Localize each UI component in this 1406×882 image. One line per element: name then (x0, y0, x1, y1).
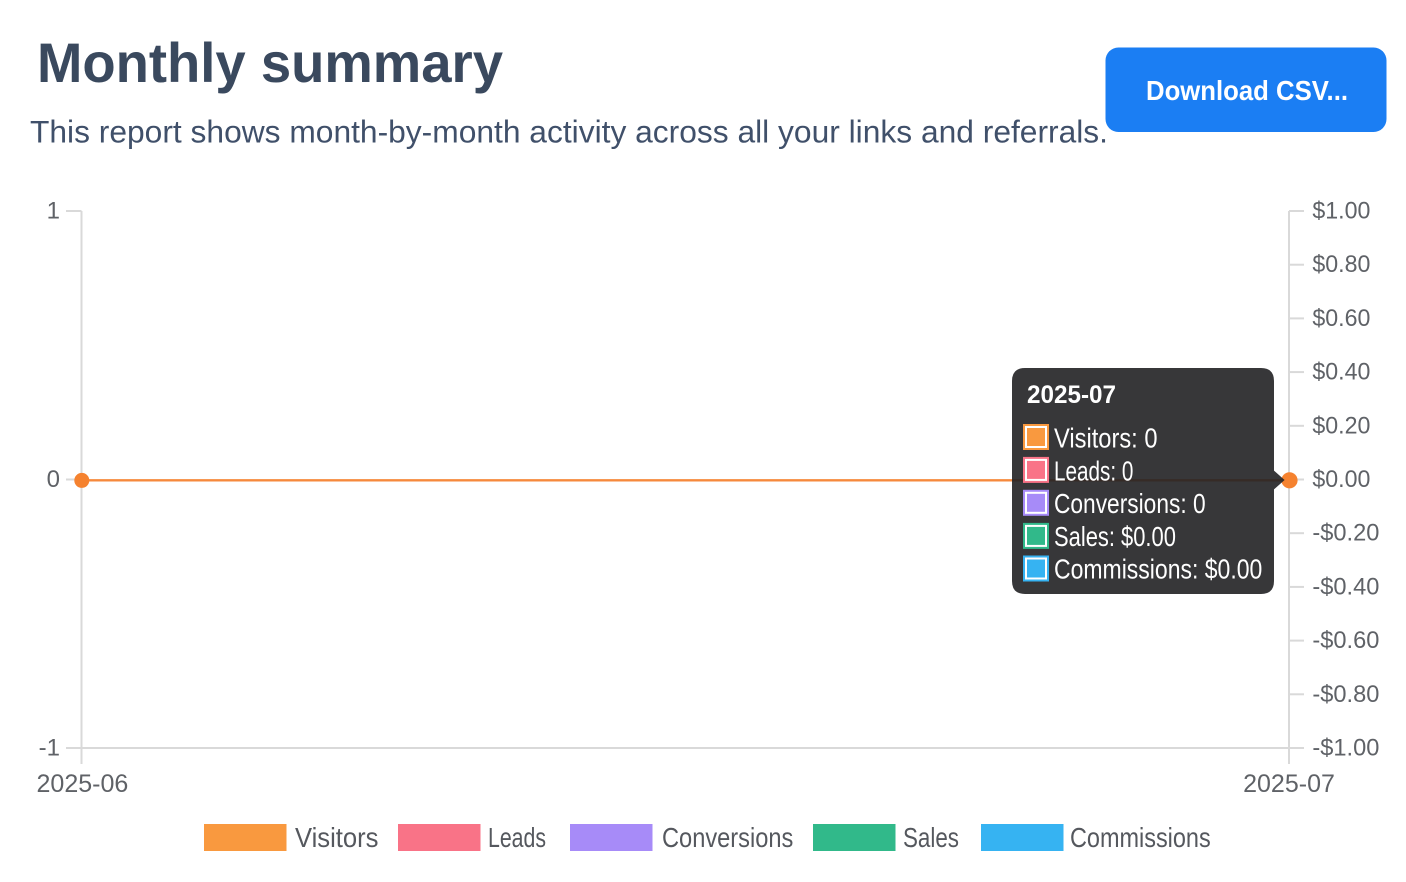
svg-text:$0.20: $0.20 (1312, 412, 1370, 439)
svg-text:2025-07: 2025-07 (1243, 770, 1335, 798)
svg-text:-$0.20: -$0.20 (1312, 520, 1379, 547)
svg-text:0: 0 (47, 466, 60, 493)
svg-text:-$0.80: -$0.80 (1312, 681, 1379, 708)
svg-text:-$0.60: -$0.60 (1312, 627, 1379, 654)
svg-text:2025-07: 2025-07 (1027, 381, 1116, 409)
svg-text:Commissions: Commissions (1070, 822, 1211, 853)
svg-text:Sales: $0.00: Sales: $0.00 (1054, 521, 1176, 552)
svg-text:2025-06: 2025-06 (37, 770, 129, 798)
svg-text:Sales: Sales (903, 822, 959, 853)
svg-text:1: 1 (47, 198, 60, 225)
svg-text:-1: -1 (39, 735, 60, 762)
svg-text:$0.40: $0.40 (1312, 359, 1370, 386)
svg-text:Commissions: $0.00: Commissions: $0.00 (1054, 554, 1262, 585)
svg-text:$0.60: $0.60 (1312, 305, 1370, 332)
svg-text:Leads: Leads (488, 822, 546, 853)
svg-text:-$0.40: -$0.40 (1312, 573, 1379, 600)
svg-text:Monthly summary: Monthly summary (37, 31, 503, 94)
svg-text:Leads: 0: Leads: 0 (1054, 455, 1133, 486)
svg-text:Visitors: Visitors (295, 822, 379, 853)
svg-text:$0.80: $0.80 (1312, 251, 1370, 278)
svg-text:-$1.00: -$1.00 (1312, 735, 1379, 762)
svg-text:Conversions: Conversions (662, 822, 793, 853)
svg-text:Download CSV...: Download CSV... (1146, 75, 1348, 106)
svg-text:Conversions: 0: Conversions: 0 (1054, 488, 1206, 519)
svg-text:$1.00: $1.00 (1312, 198, 1370, 225)
svg-text:Visitors: 0: Visitors: 0 (1054, 423, 1158, 454)
svg-text:This report shows month-by-mon: This report shows month-by-month activit… (30, 113, 1108, 149)
svg-text:$0.00: $0.00 (1312, 466, 1370, 493)
